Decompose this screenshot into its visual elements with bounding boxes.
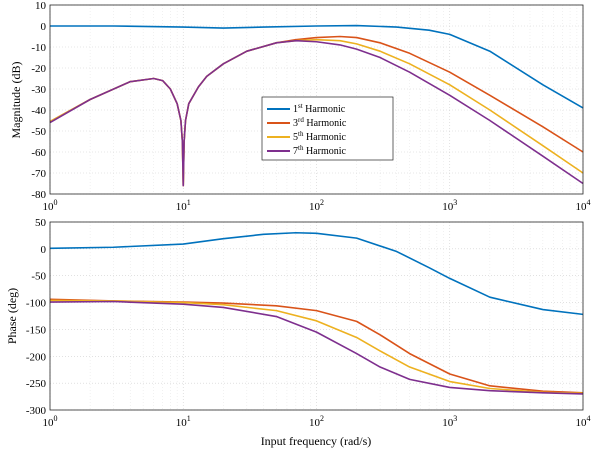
- phase-y-tick-label: -200: [26, 351, 47, 363]
- magnitude-y-tick-label: -50: [31, 126, 46, 138]
- magnitude-y-tick-label: -60: [31, 147, 46, 159]
- magnitude-series-lines: [49, 24, 584, 187]
- magnitude-x-tick-label: 101: [176, 198, 191, 213]
- phase-x-tick-label: 100: [43, 414, 58, 429]
- phase-x-tick-label: 102: [309, 414, 324, 429]
- phase-series-line-1: [49, 231, 584, 316]
- legend-entry-7th: 7th Harmonic: [267, 144, 347, 157]
- magnitude-y-tick-label: -20: [31, 63, 46, 75]
- legend-box: [261, 96, 394, 161]
- legend-label-3rd: 3rd Harmonic: [293, 116, 347, 129]
- magnitude-x-tick-label: 104: [576, 198, 591, 213]
- phase-x-tick-labels: 100 101 102 103 104: [43, 414, 591, 429]
- legend-label-5th: 5th Harmonic: [293, 130, 347, 143]
- magnitude-x-tick-label: 100: [43, 198, 58, 213]
- phase-y-tick-label: -300: [26, 405, 47, 417]
- phase-series-lines: [49, 231, 584, 395]
- magnitude-y-tick-labels: 10 0 -10 -20 -30 -40 -50 -60 -70 -80: [31, 0, 46, 201]
- magnitude-y-tick-label: -70: [31, 168, 46, 180]
- phase-y-tick-label: 50: [35, 217, 47, 229]
- phase-series-line-4: [49, 300, 584, 395]
- legend-entry-5th: 5th Harmonic: [267, 130, 347, 143]
- phase-panel: 500-50-100-150-200-250-300 100 101 102 103 1…: [5, 217, 591, 448]
- magnitude-series-line-1: [50, 24, 584, 109]
- phase-y-axis-label: Phase (deg): [5, 288, 19, 344]
- magnitude-y-tick-label: -40: [31, 105, 46, 117]
- phase-y-tick-label: 0: [41, 244, 47, 256]
- legend-entry-1st: 1st Harmonic: [267, 102, 346, 115]
- phase-grid: [49, 221, 584, 411]
- magnitude-x-tick-label: 102: [309, 198, 324, 213]
- phase-y-tick-label: -150: [26, 324, 47, 336]
- magnitude-axes-box: [49, 4, 584, 195]
- magnitude-series-line-4: [49, 39, 584, 187]
- phase-x-axis-label: Input frequency (rad/s): [261, 434, 372, 448]
- phase-y-tick-label: -250: [26, 378, 47, 390]
- magnitude-x-tick-label: 103: [442, 198, 457, 213]
- phase-y-tick-label: -50: [31, 271, 46, 283]
- magnitude-panel: 100-10-20-30-40-50-60-70-80 100 101 102 103…: [9, 0, 591, 213]
- phase-axes-box: [49, 221, 584, 411]
- phase-series-line-3: [49, 299, 584, 395]
- phase-y-tick-labels: 50 0 -50 -100 -150 -200 -250 -300: [26, 217, 47, 417]
- phase-x-tick-label: 101: [176, 414, 191, 429]
- legend-entry-3rd: 3rd Harmonic: [267, 116, 347, 129]
- phase-x-tick-label: 103: [442, 414, 457, 429]
- phase-x-tick-label: 104: [576, 414, 591, 429]
- magnitude-y-tick-label: 10: [35, 0, 47, 12]
- magnitude-x-tick-labels: 100 101 102 103 104: [43, 198, 591, 213]
- magnitude-y-tick-label: -80: [31, 189, 46, 201]
- magnitude-y-axis-label: Magnitude (dB): [9, 62, 23, 139]
- legend-label-7th: 7th Harmonic: [293, 144, 347, 157]
- magnitude-y-tick-label: 0: [41, 21, 47, 33]
- magnitude-y-tick-label: -30: [31, 84, 46, 96]
- magnitude-y-tick-label: -10: [31, 42, 46, 54]
- legend: 1st Harmonic 3rd Harmonic 5th Harmonic 7…: [261, 96, 394, 161]
- legend-label-1st: 1st Harmonic: [293, 102, 346, 115]
- phase-y-tick-label: -100: [26, 298, 47, 310]
